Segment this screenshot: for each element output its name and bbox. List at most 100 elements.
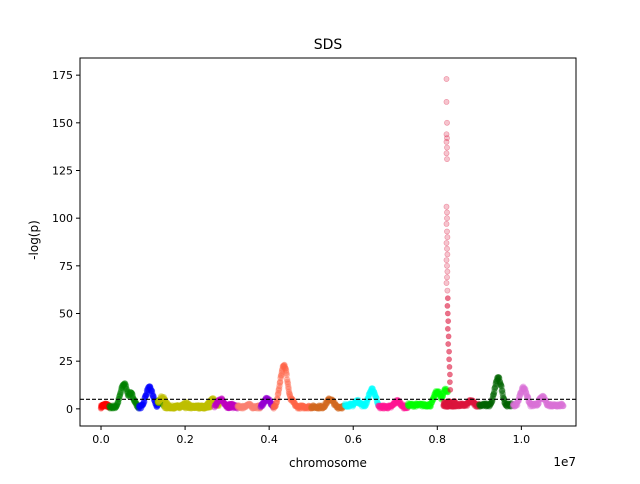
snp-point xyxy=(351,398,359,406)
snp-point xyxy=(163,399,171,407)
snp-point xyxy=(346,403,353,410)
snp-point xyxy=(247,402,254,409)
snp-point xyxy=(112,404,119,412)
snp-point xyxy=(464,399,471,407)
snp-point xyxy=(153,403,161,410)
snp-point xyxy=(119,383,127,390)
snp-point xyxy=(114,400,121,407)
snp-point xyxy=(186,401,193,408)
snp-point xyxy=(186,404,193,411)
snp-point xyxy=(144,386,151,393)
snp-point xyxy=(186,402,194,410)
snp-point xyxy=(484,402,491,409)
snp-point xyxy=(190,404,198,411)
snp-point xyxy=(220,398,227,405)
snp-point xyxy=(135,404,142,412)
snp-point xyxy=(175,402,183,410)
x-axis-label: chromosome xyxy=(289,456,367,470)
snp-point xyxy=(424,402,432,410)
snp-point xyxy=(226,404,234,411)
snp-point xyxy=(267,401,274,408)
snp-point xyxy=(334,403,341,410)
snp-point xyxy=(147,386,154,393)
chromosome-segment xyxy=(308,395,348,412)
snp-point xyxy=(305,402,313,410)
snp-point xyxy=(390,401,398,408)
snp-point xyxy=(437,392,444,400)
snp-point xyxy=(471,399,478,406)
snp-point xyxy=(121,380,128,387)
snp-point xyxy=(342,400,349,407)
snp-point xyxy=(156,399,163,406)
snp-point xyxy=(467,397,475,404)
snp-point xyxy=(381,403,389,410)
snp-point xyxy=(283,369,290,377)
snp-point xyxy=(136,402,144,409)
snp-point xyxy=(130,395,137,402)
snp-point xyxy=(313,404,320,411)
snp-point xyxy=(324,399,331,406)
snp-point xyxy=(444,135,450,141)
snp-point xyxy=(162,398,169,405)
chart-title: SDS xyxy=(314,37,343,53)
snp-point xyxy=(232,403,239,410)
snp-point xyxy=(163,405,171,412)
snp-point xyxy=(473,403,480,410)
snp-point xyxy=(226,404,233,411)
snp-point xyxy=(158,393,165,400)
snp-point xyxy=(159,401,166,408)
snp-point xyxy=(100,401,107,409)
snp-point xyxy=(219,396,226,403)
snp-point xyxy=(209,395,216,402)
snp-point xyxy=(508,402,515,410)
snp-point xyxy=(362,402,369,409)
snp-point xyxy=(337,404,344,412)
snp-point xyxy=(385,404,392,411)
snp-point xyxy=(125,391,132,399)
snp-point xyxy=(169,402,176,409)
snp-point xyxy=(198,402,206,409)
snp-point xyxy=(141,395,148,402)
snp-point xyxy=(225,401,232,408)
snp-point xyxy=(191,404,198,411)
snp-point xyxy=(545,402,552,409)
snp-point xyxy=(187,403,194,410)
snp-point xyxy=(204,403,212,411)
snp-point xyxy=(446,371,453,378)
snp-point xyxy=(325,395,332,402)
snp-point xyxy=(184,401,191,409)
snp-point xyxy=(188,405,195,412)
snp-point xyxy=(446,356,452,363)
snp-point xyxy=(512,402,519,409)
snp-point xyxy=(345,403,353,410)
snp-point xyxy=(470,400,477,407)
snp-point xyxy=(229,402,236,410)
snp-point xyxy=(180,403,188,411)
snp-point xyxy=(136,402,143,409)
snp-point xyxy=(336,403,343,411)
snp-point xyxy=(404,404,411,411)
snp-point xyxy=(444,325,451,332)
snp-point xyxy=(552,402,559,409)
snp-point xyxy=(475,402,482,410)
snp-point xyxy=(97,405,105,412)
snp-point xyxy=(390,400,397,408)
snp-point xyxy=(416,402,423,409)
snp-point xyxy=(234,402,242,409)
snp-point xyxy=(212,401,219,408)
snp-point xyxy=(186,404,194,411)
snp-point xyxy=(261,398,268,405)
snp-point xyxy=(478,402,485,409)
snp-point xyxy=(214,399,222,406)
snp-point xyxy=(559,402,567,410)
snp-point xyxy=(513,401,520,408)
snp-point xyxy=(504,400,512,408)
snp-point xyxy=(397,401,405,409)
snp-point xyxy=(155,399,162,406)
snp-point xyxy=(460,402,467,409)
snp-point xyxy=(304,405,311,412)
snp-point xyxy=(210,395,217,402)
snp-point xyxy=(193,403,200,411)
snp-point xyxy=(244,401,251,409)
snp-point xyxy=(183,402,191,409)
